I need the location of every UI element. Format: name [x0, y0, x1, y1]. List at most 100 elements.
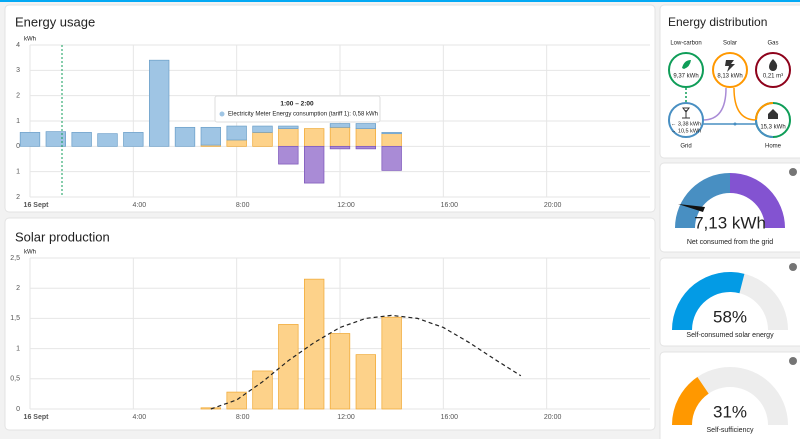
bar [252, 370, 273, 410]
grid-node[interactable] [668, 102, 704, 138]
card-title: Energy usage [15, 14, 95, 29]
bar [355, 145, 376, 150]
x-tick-label: 16:00 [441, 414, 459, 421]
solar-icon [725, 60, 735, 72]
x-tick-label: 16 Sept [24, 202, 50, 209]
node-value: 9,37 kWh [673, 74, 698, 80]
info-icon[interactable] [789, 263, 797, 271]
gauge-label: Self-consumed solar energy [686, 332, 774, 339]
info-icon[interactable] [789, 168, 797, 176]
gauge-value: 31% [713, 402, 747, 421]
y-tick-label: 1 [16, 345, 20, 352]
gauge-label: Self-sufficiency [707, 427, 754, 434]
card-title: Solar production [15, 229, 110, 244]
bar [174, 126, 196, 147]
node-label: Gas [767, 41, 778, 47]
bar [355, 354, 376, 410]
y-tick-label: 1 [16, 118, 20, 125]
solar-node[interactable] [712, 52, 748, 88]
bar [304, 145, 325, 184]
low-carbon-node[interactable] [668, 52, 704, 88]
flow-lines [685, 87, 757, 126]
gauge-value: 58% [713, 307, 747, 326]
bar [226, 139, 247, 147]
solar-production-card [4, 217, 656, 431]
y-tick-label: 2 [16, 285, 20, 292]
gauge-card[interactable] [659, 257, 800, 347]
bar [19, 132, 41, 147]
home-icon [768, 109, 778, 119]
x-tick-label: 12:00 [337, 202, 355, 209]
flow-line [733, 87, 757, 121]
y-tick-label: 1,5 [10, 315, 20, 322]
bar [200, 126, 221, 146]
node-label: Solar [723, 41, 737, 47]
node-label: Grid [680, 144, 691, 150]
y-tick-label: 3 [16, 67, 20, 74]
bar [278, 324, 299, 410]
gauge-card[interactable] [659, 162, 800, 253]
y-tick-label: 0,5 [10, 376, 20, 383]
bar [304, 128, 325, 147]
info-icons [789, 168, 797, 365]
x-tick-label: 8:00 [236, 414, 250, 421]
node-label: Home [765, 144, 782, 150]
tooltip: 1:00 – 2:00 Electricity Meter Energy cons… [214, 95, 381, 123]
gauge-arc [672, 377, 709, 425]
bar [97, 133, 118, 147]
y-tick-label: 2 [16, 93, 20, 100]
node-value: 0,21 m³ [763, 74, 783, 80]
tooltip-box [214, 95, 381, 123]
info-icon[interactable] [789, 357, 797, 365]
y-tick-label: 0 [16, 143, 20, 150]
gauge-value: 7,13 kWh [694, 213, 766, 232]
grid-icon [682, 107, 690, 119]
gauge-needle [678, 204, 705, 212]
bar [71, 132, 92, 147]
node-value: → 10,5 kWh [671, 128, 701, 134]
gauge-label: Net consumed from the grid [687, 239, 773, 246]
bar [278, 145, 299, 165]
y-tick-label: 0 [16, 406, 20, 413]
bar [329, 123, 351, 128]
bar [278, 128, 299, 147]
bar [252, 125, 273, 133]
x-tick-label: 16:00 [441, 202, 459, 209]
gauge-arc [675, 173, 730, 228]
x-tick-label: 12:00 [337, 414, 355, 421]
y-tick-label: 2 [16, 194, 20, 201]
forecast-line [210, 314, 522, 410]
y-tick-label: 4 [16, 42, 20, 49]
bar [45, 131, 66, 147]
x-tick-label: 8:00 [236, 202, 250, 209]
bar [381, 145, 402, 171]
flow-line [702, 87, 727, 121]
bar [149, 59, 170, 147]
home-ring [755, 102, 774, 121]
node-value: 15,3 kWh [760, 125, 785, 131]
node-label: Low-carbon [670, 41, 701, 47]
gas-icon [769, 59, 778, 71]
axis-label: kWh [24, 250, 36, 256]
bar [329, 126, 351, 147]
tooltip-title: 1:00 – 2:00 [280, 101, 314, 108]
bar [355, 128, 376, 147]
gauge-card[interactable] [659, 351, 800, 439]
bar [252, 132, 273, 147]
x-tick-label: 20:00 [544, 202, 562, 209]
bar [381, 316, 402, 410]
bar [329, 333, 351, 410]
bar [355, 123, 376, 129]
x-tick-label: 4:00 [133, 202, 147, 209]
leaf-icon [682, 60, 691, 69]
bar [381, 132, 402, 135]
axis-label: kWh [24, 37, 36, 43]
tooltip-dot [219, 111, 225, 117]
x-tick-label: 20:00 [544, 414, 562, 421]
node-value: ← 3,38 kWh [671, 121, 701, 127]
bar [226, 391, 247, 410]
gauge-arc [672, 271, 745, 330]
card-title: Energy distribution [668, 15, 767, 29]
